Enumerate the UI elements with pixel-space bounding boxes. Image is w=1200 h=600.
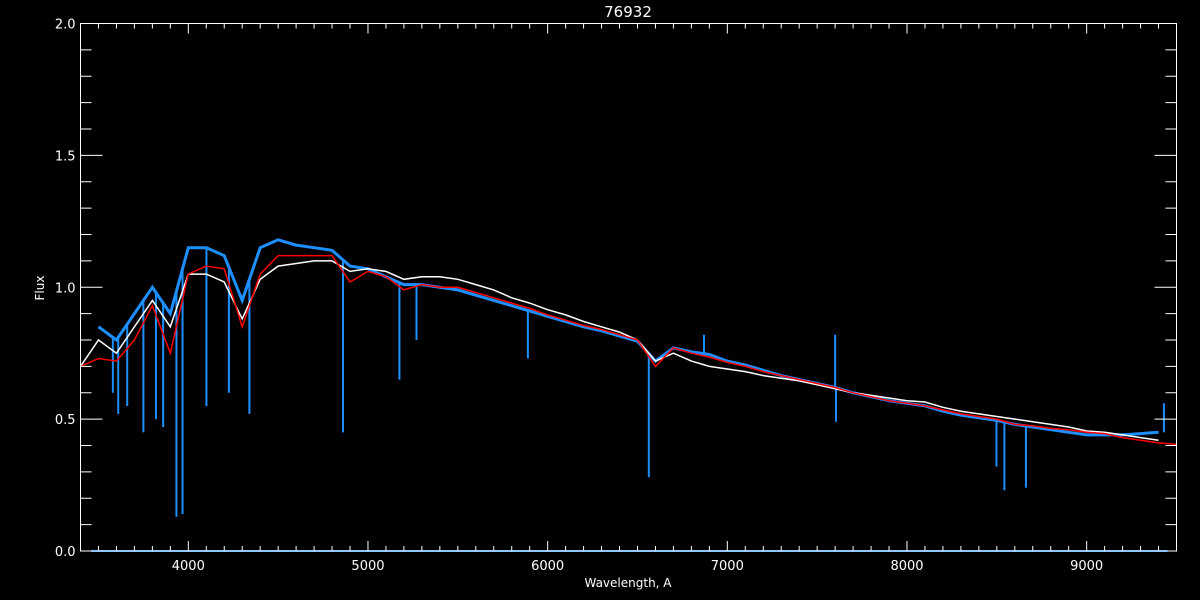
- chart-title: 76932: [604, 3, 652, 21]
- series-layer: [79, 238, 1177, 552]
- y-tick-label: 2.0: [55, 18, 76, 33]
- series-2-line: [80, 254, 1177, 445]
- x-tick-label: 8000: [890, 559, 923, 574]
- x-tick-label: 6000: [531, 559, 564, 574]
- series-1-line: [79, 260, 1159, 441]
- series-0-line: [97, 238, 1159, 437]
- axes-layer: 4000 5000 6000 7000 8000 9000 0.0 0.5 1.0 1.5 2.0: [55, 18, 1177, 574]
- y-tick-label: 1.0: [55, 281, 76, 296]
- plot-frame: [80, 23, 1177, 552]
- x-tick-label: 4000: [172, 559, 205, 574]
- y-tick-label: 1.5: [55, 149, 76, 164]
- x-tick-label: 7000: [711, 559, 744, 574]
- x-tick-label: 9000: [1070, 559, 1103, 574]
- y-tick-label: 0.5: [55, 413, 76, 428]
- y-axis-label: Flux: [33, 276, 47, 301]
- y-tick-label: 0.0: [55, 545, 76, 560]
- x-tick-label: 5000: [351, 559, 384, 574]
- x-axis-label: Wavelength, A: [584, 576, 672, 590]
